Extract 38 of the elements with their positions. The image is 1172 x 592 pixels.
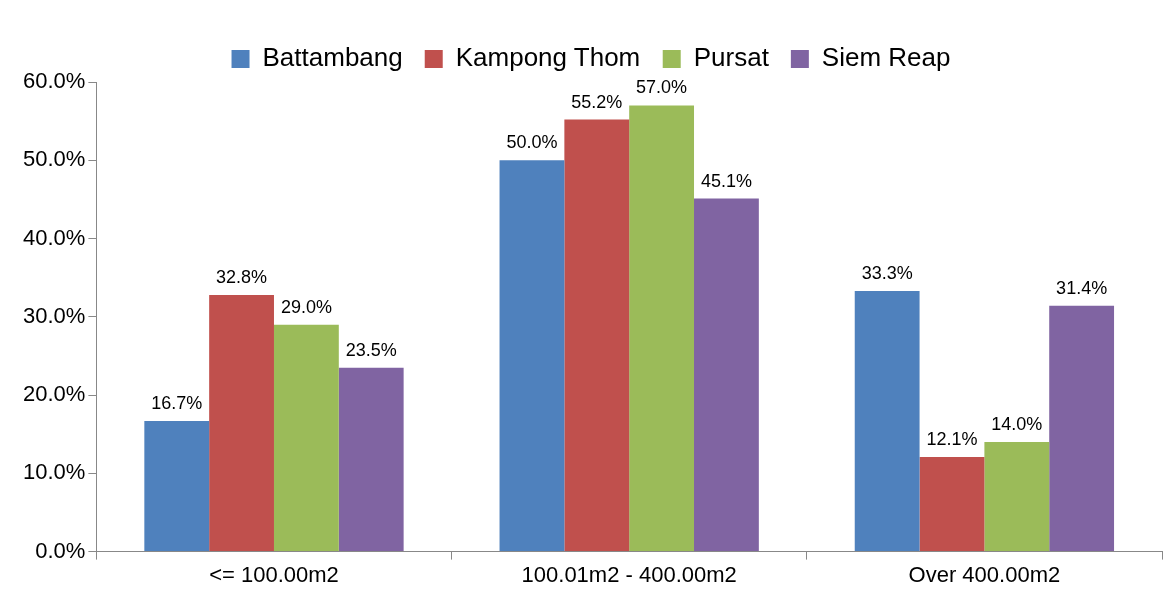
data-label: 32.8%: [216, 266, 268, 287]
bar: [564, 119, 630, 552]
bar: [854, 290, 920, 552]
bar: [338, 367, 404, 552]
data-label: 45.1%: [700, 170, 752, 191]
bar: [144, 420, 210, 552]
data-label: 55.2%: [571, 91, 623, 112]
y-tick-label: 40.0%: [22, 224, 86, 250]
data-label: 33.3%: [861, 262, 913, 283]
y-tick-label: 20.0%: [22, 381, 86, 407]
bar: [273, 324, 339, 552]
bar: [694, 198, 759, 552]
data-label: 12.1%: [926, 428, 978, 449]
x-tick-label: 100.01m2 - 400.00m2: [521, 561, 737, 587]
legend-label: Kampong Thom: [455, 42, 641, 73]
legend-label: Pursat: [693, 42, 770, 73]
bar: [984, 442, 1050, 552]
data-label: 50.0%: [506, 132, 558, 153]
bar: [629, 105, 695, 552]
y-tick-label: 50.0%: [22, 146, 86, 172]
legend-label: Siem Reap: [821, 42, 951, 73]
y-tick-label: 30.0%: [22, 302, 86, 328]
data-label: 29.0%: [280, 296, 332, 317]
x-tick-label: Over 400.00m2: [908, 561, 1061, 587]
bar: [1049, 305, 1115, 552]
bar: [919, 456, 985, 552]
bar: [209, 294, 274, 552]
x-tick-label: <= 100.00m2: [209, 561, 339, 587]
data-label: 31.4%: [1056, 277, 1108, 298]
data-label: 57.0%: [636, 77, 688, 98]
data-label: 23.5%: [345, 339, 397, 360]
bar: [499, 160, 565, 552]
y-tick-label: 0.0%: [35, 537, 86, 563]
data-label: 16.7%: [151, 392, 203, 413]
y-tick-label: 10.0%: [22, 459, 86, 485]
legend-label: Battambang: [262, 42, 403, 73]
y-tick-label: 60.0%: [22, 68, 86, 94]
data-label: 14.0%: [991, 414, 1043, 434]
